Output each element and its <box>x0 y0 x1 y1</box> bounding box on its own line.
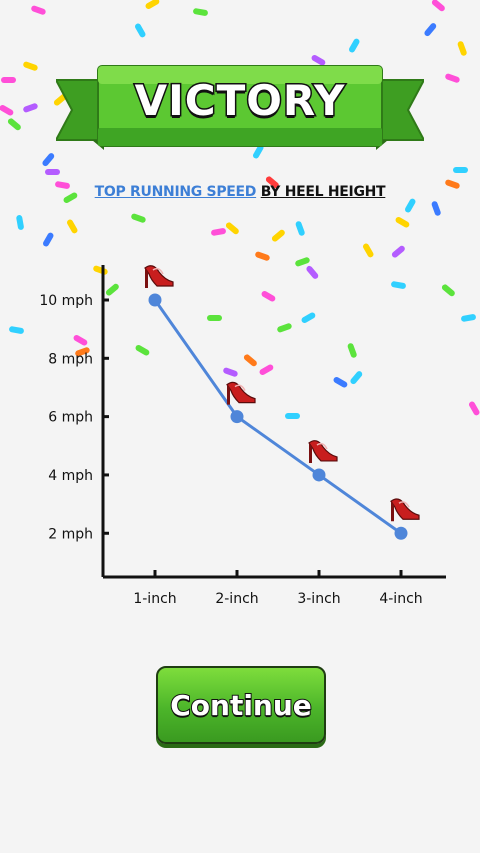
high-heel-icon <box>144 265 174 288</box>
data-point <box>230 410 244 424</box>
continue-button[interactable]: Continue <box>156 666 326 744</box>
confetti-piece <box>295 221 305 236</box>
data-point <box>312 468 326 482</box>
confetti-piece <box>431 201 441 216</box>
confetti-piece <box>271 229 285 242</box>
banner-ribbon <box>56 65 424 150</box>
confetti-piece <box>135 23 146 38</box>
confetti-piece <box>395 217 410 228</box>
confetti-piece <box>31 5 46 15</box>
continue-button-label: Continue <box>169 688 313 723</box>
confetti-piece <box>16 215 24 230</box>
confetti-piece <box>211 228 226 236</box>
confetti-piece <box>23 61 38 71</box>
y-tick-label: 6 mph <box>48 410 93 426</box>
data-point <box>394 526 408 540</box>
confetti-piece <box>131 213 146 223</box>
confetti-piece <box>445 73 460 83</box>
confetti-piece <box>0 105 14 116</box>
confetti-piece <box>7 118 21 131</box>
high-heel-icon <box>390 498 420 522</box>
confetti-piece <box>225 222 239 235</box>
confetti-piece <box>1 77 16 83</box>
x-tick-label: 3-inch <box>297 591 340 607</box>
confetti-piece <box>457 41 467 56</box>
page-title: VICTORY <box>133 75 346 127</box>
y-tick-label: 8 mph <box>48 351 93 367</box>
confetti-piece <box>453 167 468 173</box>
confetti-piece <box>193 8 208 16</box>
x-tick-label: 2-inch <box>215 591 258 607</box>
chart-title-rest: BY HEEL HEIGHT <box>260 184 386 200</box>
speed-line-chart: 2 mph 4 mph 6 mph 8 mph 10 mph 1-inch 2-inch 3-… <box>39 265 446 607</box>
chart-title-highlight: TOP RUNNING SPEED <box>94 184 257 200</box>
victory-banner: VICTORY <box>56 62 424 154</box>
y-tick-label: 2 mph <box>48 526 93 542</box>
confetti-piece <box>45 169 60 175</box>
confetti-piece <box>42 153 55 167</box>
x-tick-label: 4-inch <box>379 591 422 607</box>
confetti-piece <box>23 103 38 113</box>
confetti-piece <box>67 219 78 234</box>
high-heel-icon <box>226 381 256 405</box>
chart-title: TOP RUNNING SPEED BY HEEL HEIGHT <box>0 184 480 200</box>
confetti-piece <box>145 0 160 9</box>
y-tick-label: 4 mph <box>48 468 93 484</box>
confetti-piece <box>349 38 360 53</box>
confetti-piece <box>424 23 437 37</box>
x-tick-label: 1-inch <box>133 591 176 607</box>
confetti-piece <box>43 232 54 247</box>
data-point <box>148 293 162 307</box>
confetti-piece <box>431 0 445 12</box>
series-line <box>153 299 402 535</box>
y-tick-label: 10 mph <box>39 293 93 309</box>
high-heel-icon <box>308 440 338 463</box>
